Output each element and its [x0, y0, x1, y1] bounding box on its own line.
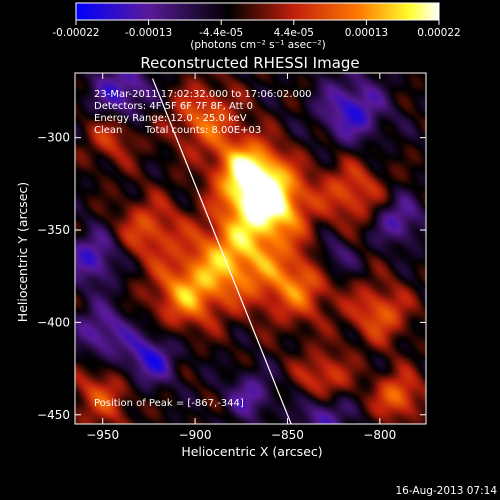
colorbar-tick-label: -4.4e-05: [199, 27, 243, 39]
axis-ticks: −950 −900 −850 −800 −300 −350 −400 −450: [37, 73, 426, 442]
annotation-detectors: Detectors: 4F 5F 6F 7F 8F, Att 0: [94, 101, 253, 112]
limb-line: [152, 78, 292, 424]
colorbar-units: (photons cm⁻² s⁻¹ asec⁻²): [190, 39, 325, 51]
colorbar-tick-label: -0.00013: [125, 27, 172, 39]
y-tick-label: −350: [37, 223, 70, 237]
annotation-method: Clean: [94, 125, 122, 136]
colorbar-ticks: -0.00022 -0.00013 -4.4e-05 4.4e-05 0.00013 0.…: [52, 20, 461, 39]
heatmap: [75, 73, 426, 424]
colorbar-tick-label: 0.00022: [417, 27, 460, 39]
x-tick-label: −950: [86, 428, 119, 442]
y-tick-label: −300: [37, 131, 70, 145]
x-tick-label: −900: [179, 428, 212, 442]
colorbar: [75, 2, 440, 21]
annotation-peak: Position of Peak = [-867,-344]: [94, 398, 244, 409]
x-tick-label: −800: [363, 428, 396, 442]
colorbar-tick-label: 4.4e-05: [274, 27, 314, 39]
y-tick-label: −450: [37, 408, 70, 422]
annotation-time-range: 23-Mar-2011 17:02:32.000 to 17:06:02.000: [94, 89, 312, 100]
x-axis-label: Heliocentric X (arcsec): [181, 444, 322, 459]
colorbar-tick-label: -0.00022: [52, 27, 99, 39]
colorbar-tick-label: 0.00013: [345, 27, 388, 39]
y-axis-label: Heliocentric Y (arcsec): [15, 182, 30, 322]
plot-frame: [74, 72, 427, 425]
annotation-energy: Energy Range: 12.0 - 25.0 keV: [94, 113, 247, 124]
footer-date: 16-Aug-2013 07:14: [395, 485, 497, 497]
x-tick-label: −850: [271, 428, 304, 442]
chart-title: Reconstructed RHESSI Image: [140, 54, 359, 72]
annotation-counts: Total counts: 8.00E+03: [144, 125, 261, 136]
y-tick-label: −400: [37, 315, 70, 329]
